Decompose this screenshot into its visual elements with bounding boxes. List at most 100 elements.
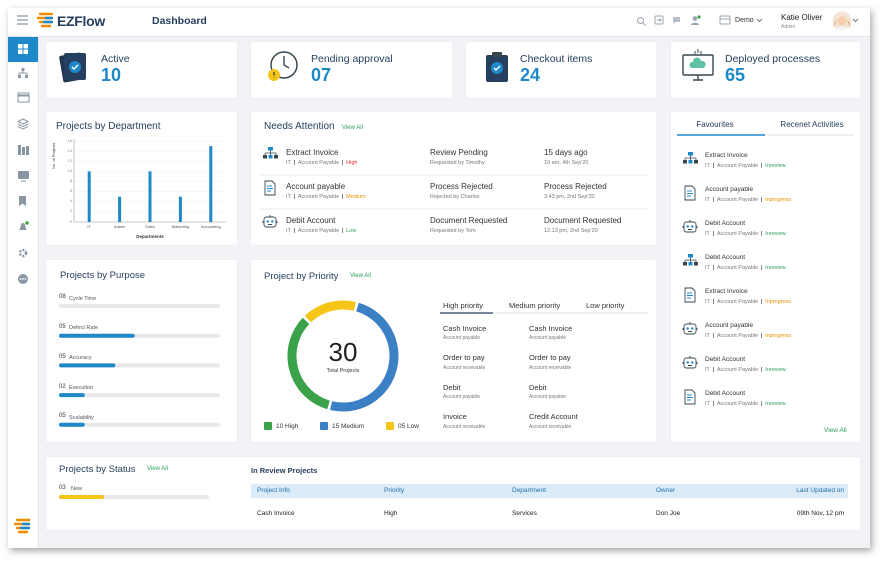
meta-line: IT Account Payable Inprogress (705, 333, 791, 340)
bar (118, 196, 122, 222)
icon-part (654, 15, 664, 25)
meta-text: Medium (346, 193, 366, 200)
meta-text: High (346, 159, 358, 166)
tab[interactable]: Low priority (586, 300, 625, 310)
item-team: Account payable (443, 394, 480, 401)
legend-label: High (285, 422, 299, 430)
column-header: Last Updated on (796, 487, 844, 495)
page-title: Dashboard (152, 14, 207, 27)
workspace-name[interactable]: Demo (735, 16, 754, 24)
icon-part (689, 57, 706, 68)
x-axis-label: Departments (136, 234, 164, 240)
icon-part (691, 327, 694, 330)
icon-part (835, 27, 849, 30)
meta-text: Account Payable (716, 264, 759, 271)
item-count: 05 (59, 324, 66, 331)
item-name: Cash Invoice (529, 323, 573, 333)
tab[interactable]: Favourites (696, 120, 734, 130)
item-status-by: Requested by Timothy (430, 159, 485, 166)
item-count: 02 (59, 383, 66, 390)
tab[interactable]: Medium priority (509, 300, 561, 310)
stat-icon (486, 52, 508, 82)
icon-part (18, 75, 21, 78)
icon-part (637, 17, 644, 24)
bar (209, 146, 213, 222)
view-all-link[interactable]: View All (147, 466, 168, 473)
stat-icon (59, 52, 86, 83)
view-all-link[interactable]: View All (824, 427, 847, 435)
separator (761, 299, 763, 305)
view-all-link[interactable]: View All (350, 273, 371, 280)
y-tick-label: 6 (69, 188, 72, 194)
item-time-detail: 10 am, 4th Sep'20 (544, 159, 589, 166)
separator (342, 160, 344, 166)
icon-part (17, 92, 30, 103)
icon-part (268, 155, 273, 159)
table-header-bg (251, 484, 848, 498)
icon-part (25, 221, 29, 225)
row-icon (682, 356, 698, 369)
stat-label: Active (101, 52, 130, 65)
separator (712, 367, 714, 373)
view-all-link[interactable]: View All (342, 125, 363, 132)
donut-segment (304, 300, 356, 323)
separator (761, 367, 763, 373)
icon-part (21, 68, 25, 71)
nav-icon (19, 196, 26, 206)
icon-part (69, 61, 81, 73)
item-name: Debit Account (705, 220, 746, 228)
tab[interactable]: High priority (443, 300, 484, 310)
meta-line: IT Account Payable Medium (286, 194, 366, 201)
item-team: Account payable (529, 394, 566, 401)
icon-part (264, 180, 276, 196)
column-header: Project Info (257, 487, 290, 495)
item-team: Account receivable (443, 423, 486, 430)
item-name: Invoice (443, 412, 467, 422)
meta-text: IT (705, 298, 710, 305)
icon-part (18, 171, 29, 179)
item-team: Account receivable (443, 364, 486, 371)
icon-part (694, 262, 698, 266)
icon-part (687, 394, 693, 401)
table-cell: 09th Nov, 12 pm (796, 510, 844, 518)
meta-text: Account Payable (716, 400, 759, 407)
icon-part (683, 357, 697, 369)
meta-text: Account Payable (297, 159, 340, 166)
legend-swatch (264, 422, 272, 430)
item-status-by: Requested by Tom (430, 227, 476, 234)
item-time: Document Requested (544, 216, 622, 226)
donut-segment (330, 302, 399, 412)
y-tick-label: 12 (67, 157, 72, 163)
x-tick-label: Accounting (200, 223, 221, 229)
item-team: Account payable (529, 335, 566, 341)
y-tick-label: 0 (69, 218, 72, 224)
separator (712, 265, 714, 271)
card (251, 112, 656, 245)
icon-part (692, 16, 698, 21)
item-name: Debit Account (705, 390, 746, 398)
icon-part (274, 155, 278, 159)
icon-part (42, 16, 54, 24)
icon-part (266, 220, 269, 223)
progress-fill (59, 393, 85, 398)
y-tick-label: 14 (67, 147, 72, 153)
card (46, 260, 237, 442)
tab[interactable]: Recenet Activities (780, 120, 844, 130)
row-icon (684, 389, 696, 405)
logo-icon (36, 12, 54, 28)
item-label: Cycle Time (69, 295, 97, 302)
progress-track (59, 422, 220, 427)
meta-text: Inreview (765, 366, 786, 373)
sidebar (8, 37, 39, 548)
stat-label: Deployed processes (725, 52, 821, 65)
donut-total-label: Total Projects (326, 367, 360, 374)
icon-part (657, 18, 662, 22)
item-status-by: Rejected by Charles (430, 193, 480, 200)
stat-label: Pending approval (311, 52, 393, 65)
item-name: Debit Account (705, 254, 746, 262)
icon-part (22, 278, 24, 280)
icon-part (13, 518, 31, 534)
